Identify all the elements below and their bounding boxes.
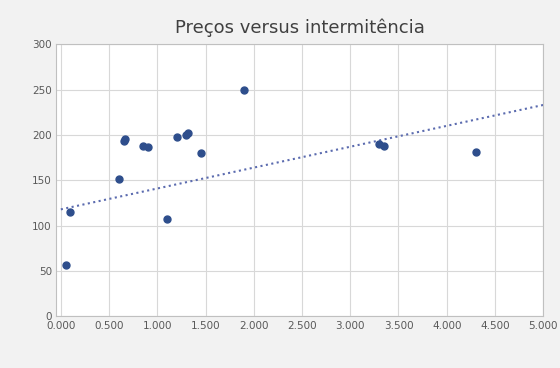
Point <box>380 143 389 149</box>
Point <box>182 132 191 138</box>
Title: Preços versus intermitência: Preços versus intermitência <box>175 18 424 37</box>
Point <box>240 86 249 92</box>
Point <box>375 141 384 147</box>
Point <box>61 262 70 268</box>
Point <box>138 143 147 149</box>
Point <box>184 130 193 136</box>
Point <box>66 209 75 215</box>
Point <box>196 150 205 156</box>
Point <box>121 137 130 142</box>
Point <box>143 144 152 150</box>
Point <box>471 149 480 155</box>
Point <box>172 134 181 140</box>
Point <box>114 176 123 181</box>
Point <box>162 216 171 222</box>
Point <box>119 138 128 144</box>
